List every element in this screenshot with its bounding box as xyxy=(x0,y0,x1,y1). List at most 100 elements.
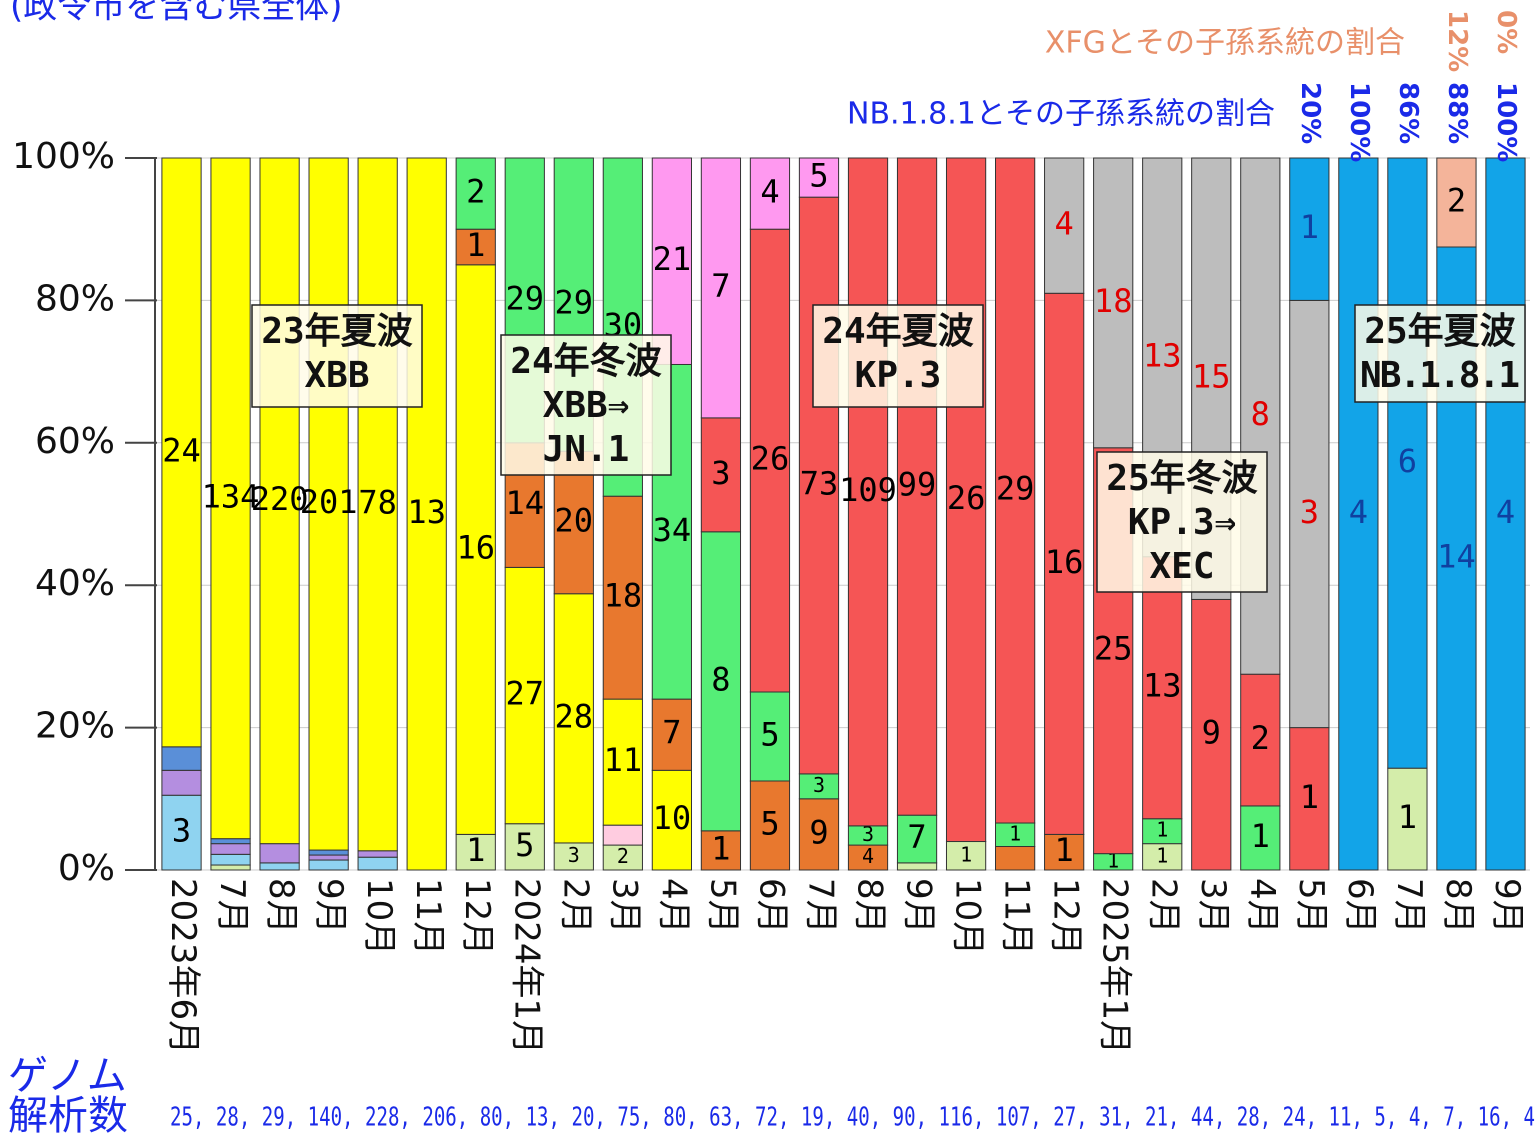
data-label: 24 xyxy=(162,431,201,469)
bar-segment xyxy=(749,228,791,693)
bar-segment xyxy=(896,157,938,816)
annotation-text: 25年冬波 xyxy=(1106,458,1257,499)
bar-segment xyxy=(1142,843,1183,871)
y-tick-label: 20% xyxy=(35,706,115,747)
data-label: 134 xyxy=(202,477,260,515)
x-tick-label: 3月 xyxy=(604,878,644,934)
annotation-text: NB.1.8.1 xyxy=(1360,355,1520,396)
x-tick-label: 8月 xyxy=(1438,878,1478,934)
bar-segment xyxy=(161,794,202,871)
y-tick-label: 60% xyxy=(35,421,115,462)
x-tick-label: 7月 xyxy=(1389,878,1429,934)
data-label: 1 xyxy=(711,829,730,867)
x-tick-label: 12月 xyxy=(457,878,497,955)
bar-segment xyxy=(847,157,889,827)
data-label: 5 xyxy=(809,157,828,195)
data-label: 29 xyxy=(996,470,1035,508)
data-label: 1 xyxy=(1107,848,1119,872)
x-tick-label: 8月 xyxy=(850,878,890,934)
data-label: 18 xyxy=(1094,282,1133,320)
bar-segment xyxy=(749,157,791,230)
x-tick-label: 5月 xyxy=(702,878,742,934)
data-label: 13 xyxy=(1143,336,1182,374)
annotation-box xyxy=(1354,304,1526,403)
bar-segment xyxy=(602,698,643,826)
bar-segment xyxy=(847,844,889,871)
data-label: 1 xyxy=(1251,817,1270,855)
x-tick-label: 4月 xyxy=(653,878,693,934)
bar-segment xyxy=(749,691,791,782)
data-label: 1 xyxy=(1398,798,1417,836)
bar-segment xyxy=(1338,157,1379,871)
data-label: 4 xyxy=(1055,205,1074,243)
bar-segment xyxy=(210,157,251,840)
x-tick-label: 2025年1月 xyxy=(1095,878,1135,1054)
data-label: 3 xyxy=(862,822,874,846)
data-label: 18 xyxy=(604,577,643,615)
data-label: 11 xyxy=(604,741,643,779)
bar-segment xyxy=(1044,157,1085,294)
data-label: 7 xyxy=(711,267,730,305)
annotation-box xyxy=(251,304,423,408)
x-tick-label: 4月 xyxy=(1242,878,1282,934)
bar-segment xyxy=(1044,292,1085,835)
x-tick-label: 2023年6月 xyxy=(163,878,203,1054)
data-label: 1 xyxy=(1156,818,1168,842)
bar-segment xyxy=(553,593,594,844)
data-label: 26 xyxy=(751,440,790,478)
data-label: 1 xyxy=(1300,208,1319,246)
y-tick-label: 40% xyxy=(35,563,115,604)
bar-segment xyxy=(259,843,300,864)
data-label: 78 xyxy=(358,483,397,521)
bar-segment xyxy=(161,746,202,771)
data-label: 73 xyxy=(800,465,839,503)
data-label: 20 xyxy=(555,502,594,540)
bar-segment xyxy=(504,823,545,871)
bar-segment xyxy=(308,157,349,851)
bar-segment xyxy=(602,495,643,700)
x-tick-label: 11月 xyxy=(408,878,448,955)
data-label: 7 xyxy=(907,818,926,856)
x-tick-label: 6月 xyxy=(1340,878,1380,934)
annotation-text: 23年夏波 xyxy=(261,311,412,352)
bar-segment xyxy=(357,850,398,858)
bar-segment xyxy=(210,838,251,845)
bar-segment xyxy=(798,196,840,775)
bar-segment xyxy=(308,854,349,861)
data-label: 4 xyxy=(1349,493,1368,531)
bar-segment xyxy=(1485,157,1526,871)
bar-segment xyxy=(798,157,840,198)
x-tick-label: 3月 xyxy=(1193,878,1233,934)
data-label: 27 xyxy=(506,675,545,713)
data-label: 1 xyxy=(1300,778,1319,816)
x-tick-label: 9月 xyxy=(899,878,939,934)
data-label: 26 xyxy=(947,479,986,517)
bar-segment xyxy=(1289,727,1330,871)
bar-segment xyxy=(1093,157,1134,449)
bar-segment xyxy=(700,830,742,871)
x-tick-label: 10月 xyxy=(948,878,988,955)
data-label: 7 xyxy=(662,714,681,752)
data-label: 14 xyxy=(1437,538,1476,576)
bar-segment xyxy=(945,157,987,843)
data-label: 15 xyxy=(1192,358,1231,396)
bar-segment xyxy=(1240,805,1281,871)
annotation-text: XEC xyxy=(1149,546,1214,587)
xfg-share-label: 0% xyxy=(1491,10,1521,54)
bar-segment xyxy=(406,157,447,871)
y-tick-label: 100% xyxy=(12,136,115,177)
bar-segment xyxy=(798,773,840,800)
data-label: 3 xyxy=(1300,493,1319,531)
data-label: 13 xyxy=(1143,667,1182,705)
bar-segment xyxy=(700,531,742,832)
data-label: 3 xyxy=(813,773,825,797)
bar-segment xyxy=(1142,818,1183,845)
chart-title: (政令市を含む県全体) xyxy=(10,0,343,27)
genome-label: 解析数 xyxy=(8,1093,128,1139)
data-label: 4 xyxy=(760,173,779,211)
x-tick-label: 8月 xyxy=(261,878,301,934)
data-label: 3 xyxy=(172,812,191,850)
nb-share-label: 20% xyxy=(1295,82,1325,144)
x-tick-label: 2月 xyxy=(555,878,595,934)
data-label: 13 xyxy=(407,493,446,531)
